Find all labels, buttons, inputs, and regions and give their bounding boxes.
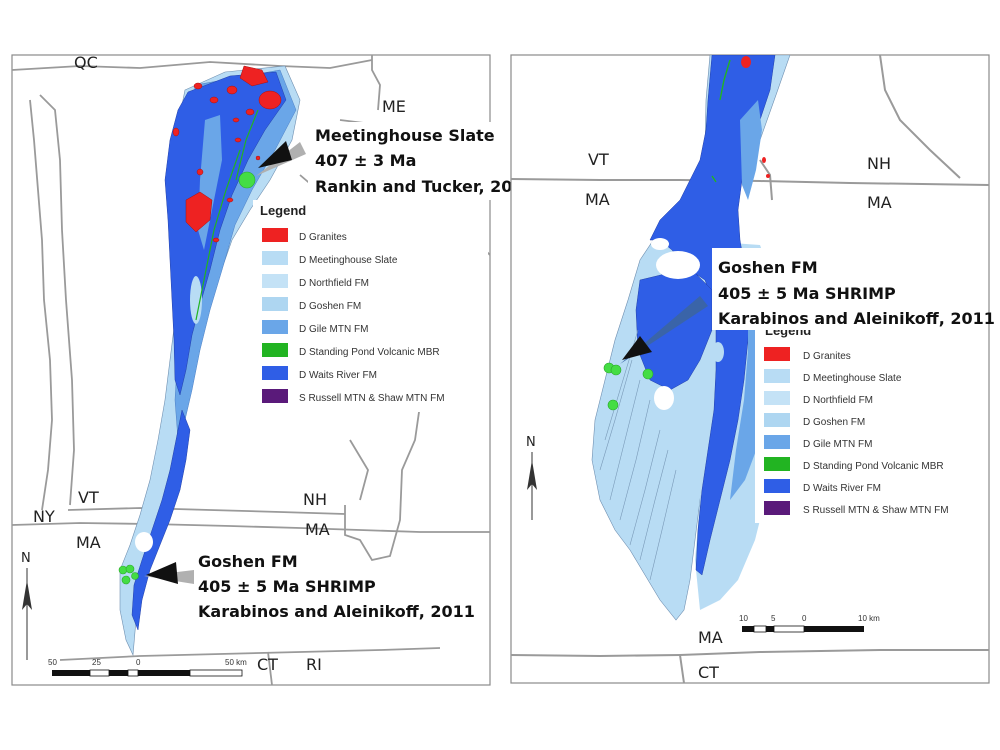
right-white-lens-2 [654, 386, 674, 410]
right-legend-swatch-russell-shaw [764, 501, 790, 515]
right-white-lens-1 [656, 251, 700, 279]
right-scale-label-3: 10 km [858, 614, 880, 623]
right-legend-bg [755, 318, 987, 523]
right-gile-lens-north [740, 100, 762, 200]
right-legend-label-russell-shaw: S Russell MTN & Shaw MTN FM [803, 505, 949, 516]
right-goshen-line1: Goshen FM [718, 258, 818, 277]
right-label-ct: CT [698, 663, 719, 682]
left-label-ri: RI [306, 655, 322, 674]
left-meetinghouse-callout-bg [308, 122, 520, 200]
right-legend-label-standing-pond: D Standing Pond Volcanic MBR [803, 461, 944, 472]
right-legend-label-gile: D Gile MTN FM [803, 439, 872, 450]
left-label-ma-east: MA [305, 520, 330, 539]
left-standing-pond [195, 109, 259, 321]
left-legend: Legend D Granites D Meetinghouse Slate D… [253, 200, 488, 412]
right-legend-label-goshen: D Goshen FM [803, 417, 865, 428]
left-legend-swatch-russell-shaw [262, 389, 288, 403]
left-scale-label-2: 0 [136, 658, 141, 667]
left-white-lens [135, 532, 153, 552]
left-goshen-line3: Karabinos and Aleinikoff, 2011 [198, 602, 475, 621]
left-legend-label-granites: D Granites [299, 232, 347, 243]
left-label-ct: CT [257, 655, 278, 674]
left-legend-swatch-waits-river [262, 366, 288, 380]
right-legend-label-northfield: D Northfield FM [803, 395, 873, 406]
left-legend-title: Legend [260, 203, 306, 218]
left-legend-bg [253, 200, 488, 412]
left-granites [172, 65, 282, 243]
right-scale-label-1: 5 [771, 614, 776, 623]
left-label-nh: NH [303, 490, 327, 509]
right-label-nh: NH [867, 154, 891, 173]
left-goshen-line1: Goshen FM [198, 552, 298, 571]
left-legend-label-meetinghouse: D Meetinghouse Slate [299, 255, 398, 266]
right-white-lens-3 [651, 238, 669, 250]
left-legend-swatch-meetinghouse [262, 251, 288, 265]
left-legend-label-northfield: D Northfield FM [299, 278, 369, 289]
right-goshen-line3: Karabinos and Aleinikoff, 2011 [718, 309, 995, 328]
left-legend-label-goshen: D Goshen FM [299, 301, 361, 312]
left-legend-swatch-goshen [262, 297, 288, 311]
left-goshen-arrow [144, 562, 194, 584]
left-meetinghouse-line2: 407 ± 3 Ma [315, 151, 416, 170]
right-legend-swatch-meetinghouse [764, 369, 790, 383]
left-legend-label-russell-shaw: S Russell MTN & Shaw MTN FM [299, 393, 445, 404]
left-legend-label-gile: D Gile MTN FM [299, 324, 368, 335]
right-legend-label-waits-river: D Waits River FM [803, 483, 881, 494]
left-label-me: ME [382, 97, 406, 116]
right-legend-swatch-standing-pond [764, 457, 790, 471]
left-scale-label-3: 50 km [225, 658, 247, 667]
left-legend-label-standing-pond: D Standing Pond Volcanic MBR [299, 347, 440, 358]
right-standing-pond [711, 59, 731, 183]
right-legend-swatch-goshen [764, 413, 790, 427]
right-legend-swatch-granites [764, 347, 790, 361]
left-goshen-lens [190, 276, 202, 324]
left-meetinghouse-arrow [256, 141, 306, 176]
right-goshen-line2: 405 ± 5 Ma SHRIMP [718, 284, 896, 303]
left-legend-swatch-gile [262, 320, 288, 334]
left-legend-swatch-northfield [262, 274, 288, 288]
left-scale-label-0: 50 [48, 658, 57, 667]
right-structure-lines [599, 329, 677, 581]
right-label-vt: VT [588, 150, 609, 169]
left-north-arrow: N [21, 551, 32, 660]
right-north-label: N [526, 435, 536, 450]
right-legend-swatch-northfield [764, 391, 790, 405]
right-sample-points [603, 362, 654, 411]
left-goshen-line2: 405 ± 5 Ma SHRIMP [198, 577, 376, 596]
right-legend-label-meetinghouse: D Meetinghouse Slate [803, 373, 902, 384]
right-label-ma-south: MA [698, 628, 723, 647]
left-north-label: N [21, 551, 31, 566]
right-waits-river-center [635, 267, 713, 391]
right-label-ma-west: MA [585, 190, 610, 209]
left-legend-swatch-standing-pond [262, 343, 288, 357]
right-label-ma-east: MA [867, 193, 892, 212]
right-scale-label-2: 0 [802, 614, 807, 623]
left-label-ny: NY [33, 507, 55, 526]
right-granites [741, 56, 770, 178]
left-map-panel: QC ME VT NH NY MA MA CT RI N [11, 53, 535, 686]
right-legend-swatch-waits-river [764, 479, 790, 493]
left-sample-points [118, 171, 256, 585]
left-meetinghouse-line1: Meetinghouse Slate [315, 126, 495, 145]
left-label-ma-west: MA [76, 533, 101, 552]
left-legend-label-waits-river: D Waits River FM [299, 370, 377, 381]
right-scale-label-0: 10 [739, 614, 748, 623]
left-label-qc: QC [74, 53, 98, 72]
right-goshen-arrow [620, 296, 708, 364]
right-legend: Legend D Granites D Meetinghouse Slate D… [755, 318, 987, 523]
left-legend-swatch-granites [262, 228, 288, 242]
left-scale-bar: 50 25 0 50 km [48, 658, 247, 677]
right-legend-swatch-gile [764, 435, 790, 449]
left-scale-label-1: 25 [92, 658, 101, 667]
right-north-arrow: N [526, 435, 537, 520]
right-legend-label-granites: D Granites [803, 351, 851, 362]
right-scale-bar: 10 5 0 10 km [739, 614, 880, 633]
right-goshen-callout-bg [712, 248, 982, 330]
right-waits-river [649, 55, 776, 576]
right-map-panel: VT NH MA MA MA CT N 10 5 0 10 [510, 54, 995, 684]
left-label-vt: VT [78, 488, 99, 507]
right-goshen-inlier [712, 342, 724, 362]
left-meetinghouse-line3: Rankin and Tucker, 2009 [315, 177, 535, 196]
